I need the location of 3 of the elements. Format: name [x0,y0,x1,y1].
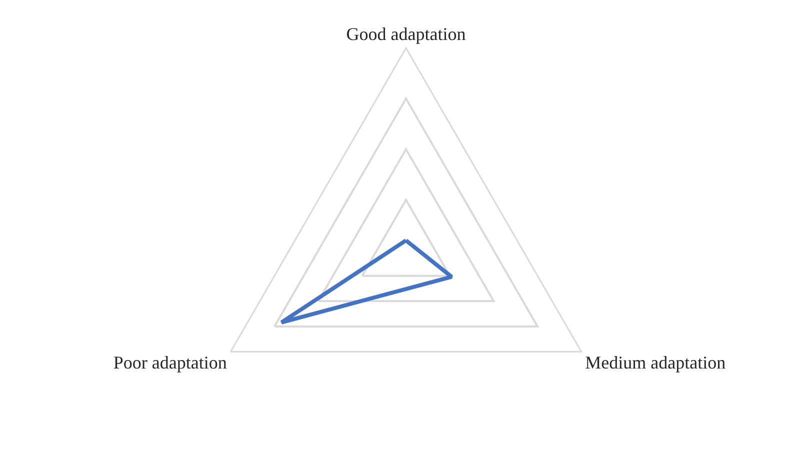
spoke-label: Good adaptation [346,24,466,44]
spoke-label: Medium adaptation [585,352,726,372]
spoke-label: Poor adaptation [113,352,227,372]
